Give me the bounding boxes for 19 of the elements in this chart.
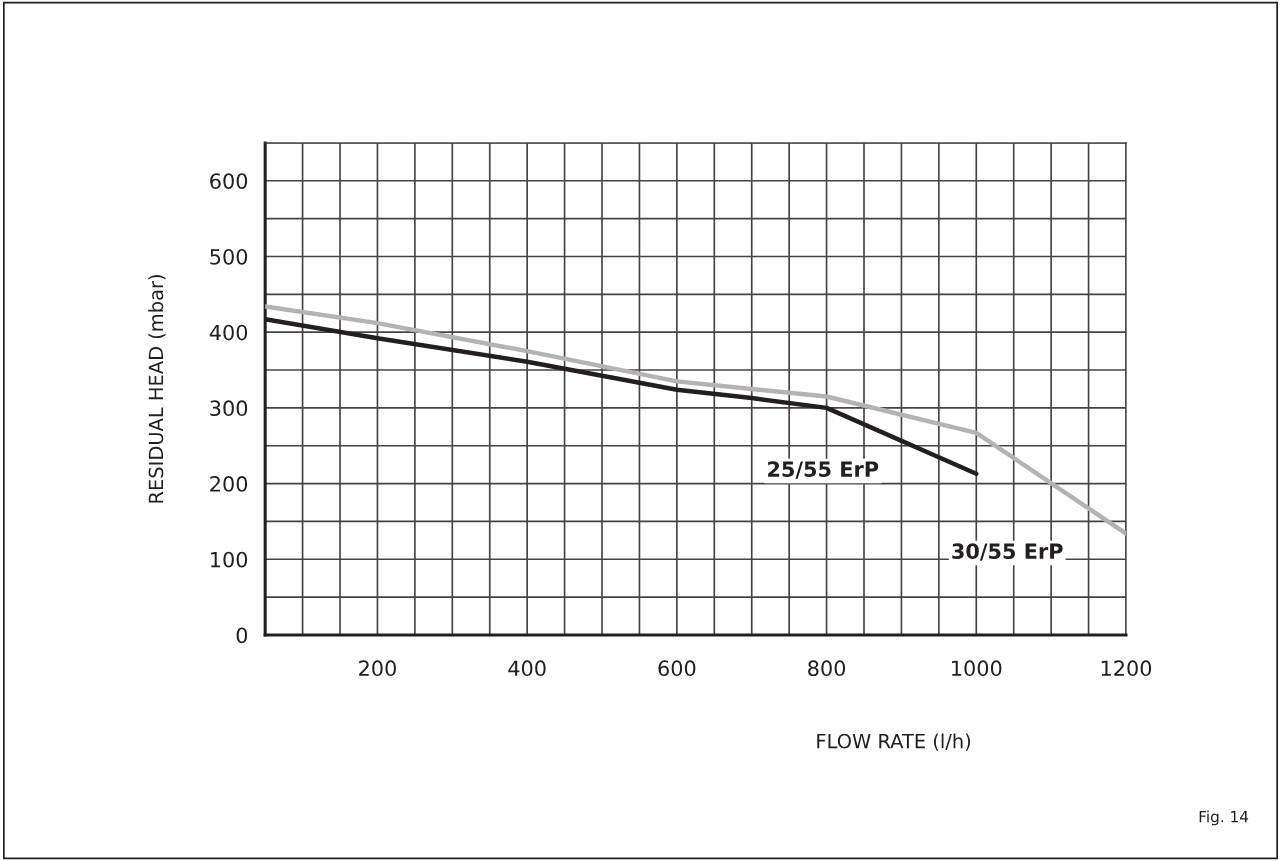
y-axis-title: RESIDUAL HEAD (mbar) bbox=[148, 275, 166, 503]
x-tick-label: 1000 bbox=[952, 660, 1002, 677]
y-tick-label: 100 bbox=[211, 551, 248, 568]
x-tick-label: 800 bbox=[808, 660, 846, 677]
x-axis-title: FLOW RATE (l/h) bbox=[817, 733, 971, 751]
series-label: 25/55 ErP bbox=[768, 461, 879, 479]
text: 30/55 ErP bbox=[952, 543, 1063, 561]
y-tick-label: 500 bbox=[210, 248, 248, 265]
x-tick-label: 600 bbox=[658, 660, 696, 677]
y-tick-label: 600 bbox=[210, 173, 248, 189]
caption: Fig. 14 bbox=[1199, 810, 1249, 826]
y-tick-label: 200 bbox=[210, 476, 248, 492]
y-tick-label: 300 bbox=[210, 400, 248, 417]
line-series bbox=[265, 304, 1126, 536]
y-tick-label: 400 bbox=[209, 324, 248, 341]
x-tick-label: 200 bbox=[359, 660, 396, 677]
x-tick-label: 400 bbox=[508, 660, 546, 677]
y-tick-label: 0 bbox=[236, 627, 248, 644]
x-tick-label: 1200 bbox=[1101, 660, 1152, 677]
